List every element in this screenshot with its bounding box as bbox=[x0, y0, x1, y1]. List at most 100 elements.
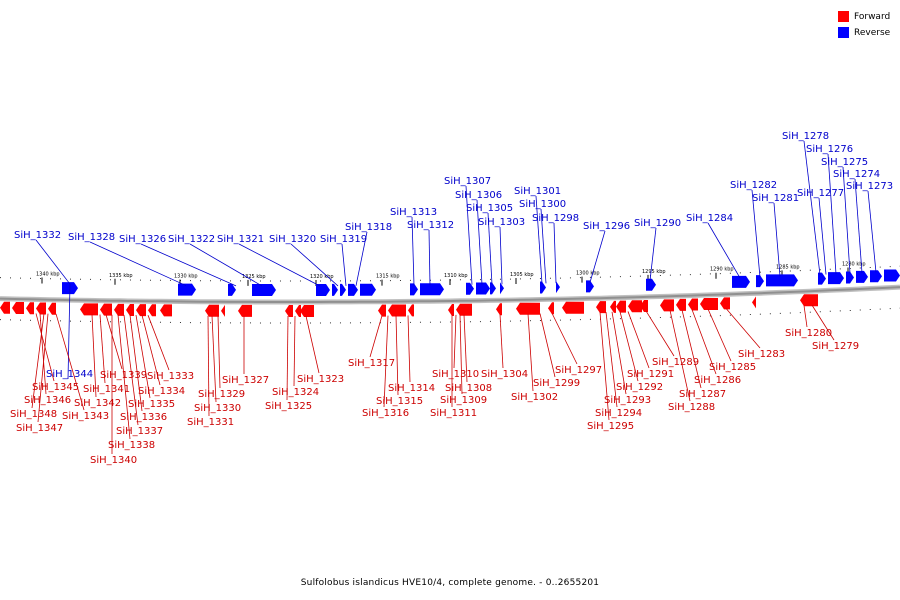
gene-label[interactable]: SiH_1343 bbox=[62, 411, 109, 422]
forward-gene[interactable] bbox=[616, 300, 626, 313]
reverse-gene[interactable] bbox=[870, 270, 882, 283]
gene-label[interactable]: SiH_1326 bbox=[119, 234, 166, 245]
gene-label[interactable]: SiH_1282 bbox=[730, 180, 777, 191]
forward-gene[interactable] bbox=[26, 302, 34, 315]
gene-label[interactable]: SiH_1330 bbox=[194, 403, 241, 414]
gene-label[interactable]: SiH_1286 bbox=[694, 375, 741, 386]
reverse-gene[interactable] bbox=[420, 283, 444, 296]
gene-label[interactable]: SiH_1306 bbox=[455, 190, 502, 201]
forward-gene[interactable] bbox=[660, 299, 674, 312]
forward-gene[interactable] bbox=[516, 302, 540, 315]
forward-gene[interactable] bbox=[114, 303, 124, 316]
gene-label[interactable]: SiH_1328 bbox=[68, 232, 115, 243]
reverse-gene[interactable] bbox=[732, 275, 750, 288]
gene-label[interactable]: SiH_1304 bbox=[481, 369, 528, 380]
reverse-gene[interactable] bbox=[766, 274, 798, 287]
gene-label[interactable]: SiH_1279 bbox=[812, 341, 859, 352]
reverse-gene[interactable] bbox=[348, 283, 358, 296]
gene-label[interactable]: SiH_1296 bbox=[583, 221, 630, 232]
reverse-gene[interactable] bbox=[818, 272, 826, 285]
legend-forward[interactable]: Forward bbox=[838, 9, 898, 24]
reverse-gene[interactable] bbox=[556, 281, 560, 294]
reverse-gene[interactable] bbox=[500, 282, 504, 295]
gene-label[interactable]: SiH_1293 bbox=[604, 395, 651, 406]
gene-label[interactable]: SiH_1345 bbox=[32, 382, 79, 393]
gene-label[interactable]: SiH_1275 bbox=[821, 157, 868, 168]
reverse-gene[interactable] bbox=[586, 280, 594, 293]
gene-label[interactable]: SiH_1288 bbox=[668, 402, 715, 413]
forward-gene[interactable] bbox=[496, 303, 502, 316]
gene-label[interactable]: SiH_1289 bbox=[652, 357, 699, 368]
forward-gene[interactable] bbox=[548, 302, 554, 315]
forward-gene[interactable] bbox=[48, 302, 56, 315]
gene-label[interactable]: SiH_1314 bbox=[388, 383, 435, 394]
gene-label[interactable]: SiH_1329 bbox=[198, 389, 245, 400]
reverse-gene[interactable] bbox=[316, 283, 330, 296]
gene-label[interactable]: SiH_1322 bbox=[168, 234, 215, 245]
reverse-gene[interactable] bbox=[228, 283, 236, 296]
gene-label[interactable]: SiH_1336 bbox=[120, 412, 167, 423]
gene-label[interactable]: SiH_1301 bbox=[514, 186, 561, 197]
forward-gene[interactable] bbox=[448, 303, 454, 316]
gene-label[interactable]: SiH_1340 bbox=[90, 455, 137, 466]
forward-gene[interactable] bbox=[720, 297, 730, 310]
forward-gene[interactable] bbox=[388, 304, 406, 317]
reverse-gene[interactable] bbox=[856, 270, 868, 283]
gene-label[interactable]: SiH_1331 bbox=[187, 417, 234, 428]
gene-label[interactable]: SiH_1324 bbox=[272, 387, 319, 398]
reverse-gene[interactable] bbox=[410, 283, 418, 296]
gene-label[interactable]: SiH_1292 bbox=[616, 382, 663, 393]
gene-label[interactable]: SiH_1323 bbox=[297, 374, 344, 385]
gene-label[interactable]: SiH_1307 bbox=[444, 176, 491, 187]
gene-label[interactable]: SiH_1344 bbox=[46, 369, 93, 380]
reverse-gene[interactable] bbox=[466, 282, 474, 295]
gene-label[interactable]: SiH_1281 bbox=[752, 193, 799, 204]
gene-label[interactable]: SiH_1347 bbox=[16, 423, 63, 434]
reverse-gene[interactable] bbox=[360, 283, 376, 296]
gene-label[interactable]: SiH_1302 bbox=[511, 392, 558, 403]
reverse-gene[interactable] bbox=[476, 282, 490, 295]
forward-gene[interactable] bbox=[610, 300, 616, 313]
gene-label[interactable]: SiH_1295 bbox=[587, 421, 634, 432]
forward-gene[interactable] bbox=[800, 294, 818, 307]
gene-label[interactable]: SiH_1278 bbox=[782, 131, 829, 142]
gene-label[interactable]: SiH_1317 bbox=[348, 358, 395, 369]
forward-gene[interactable] bbox=[688, 298, 698, 311]
gene-label[interactable]: SiH_1341 bbox=[83, 384, 130, 395]
forward-gene[interactable] bbox=[148, 304, 156, 317]
gene-label[interactable]: SiH_1303 bbox=[478, 217, 525, 228]
gene-label[interactable]: SiH_1305 bbox=[466, 203, 513, 214]
gene-label[interactable]: SiH_1300 bbox=[519, 199, 566, 210]
gene-label[interactable]: SiH_1290 bbox=[634, 218, 681, 229]
reverse-gene[interactable] bbox=[884, 269, 900, 282]
reverse-gene[interactable] bbox=[828, 272, 844, 285]
gene-label[interactable]: SiH_1333 bbox=[147, 371, 194, 382]
gene-label[interactable]: SiH_1334 bbox=[138, 386, 185, 397]
gene-label[interactable]: SiH_1319 bbox=[320, 234, 367, 245]
forward-gene[interactable] bbox=[295, 304, 301, 317]
forward-gene[interactable] bbox=[36, 302, 46, 315]
gene-label[interactable]: SiH_1332 bbox=[14, 230, 61, 241]
gene-label[interactable]: SiH_1291 bbox=[627, 369, 674, 380]
forward-gene[interactable] bbox=[628, 300, 642, 313]
forward-gene[interactable] bbox=[126, 303, 134, 316]
gene-label[interactable]: SiH_1335 bbox=[128, 399, 175, 410]
gene-label[interactable]: SiH_1316 bbox=[362, 408, 409, 419]
gene-label[interactable]: SiH_1297 bbox=[555, 365, 602, 376]
reverse-gene[interactable] bbox=[846, 271, 854, 284]
forward-gene[interactable] bbox=[562, 301, 584, 314]
gene-label[interactable]: SiH_1315 bbox=[376, 396, 423, 407]
forward-gene[interactable] bbox=[676, 298, 686, 311]
gene-label[interactable]: SiH_1310 bbox=[432, 369, 479, 380]
reverse-gene[interactable] bbox=[490, 282, 496, 295]
forward-gene[interactable] bbox=[596, 301, 606, 314]
gene-label[interactable]: SiH_1298 bbox=[532, 213, 579, 224]
gene-label[interactable]: SiH_1311 bbox=[430, 408, 477, 419]
gene-label[interactable]: SiH_1308 bbox=[445, 383, 492, 394]
forward-gene[interactable] bbox=[238, 304, 252, 317]
gene-label[interactable]: SiH_1277 bbox=[797, 188, 844, 199]
forward-gene[interactable] bbox=[408, 304, 414, 317]
gene-label[interactable]: SiH_1327 bbox=[222, 375, 269, 386]
reverse-gene[interactable] bbox=[340, 283, 346, 296]
forward-gene[interactable] bbox=[0, 301, 10, 314]
